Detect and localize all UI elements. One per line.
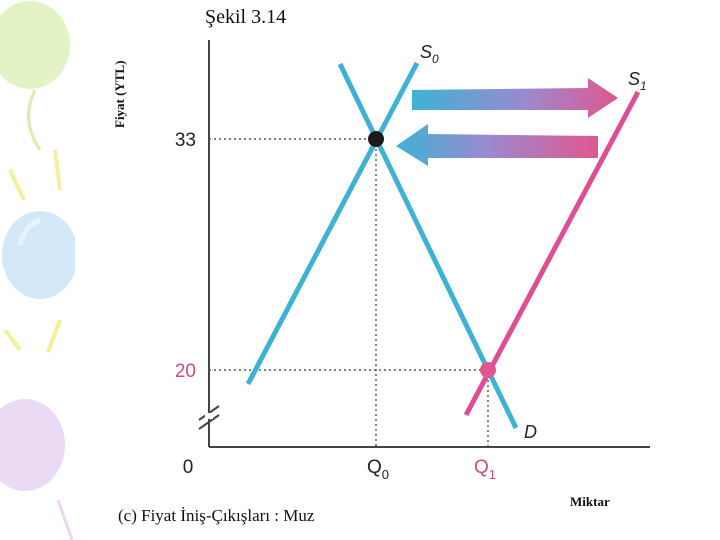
- curve-label-d: D: [524, 422, 537, 442]
- slide-panel: [75, 0, 720, 540]
- curves: [245, 61, 641, 430]
- x-tick-Q1: Q1: [474, 457, 496, 482]
- balloon-decoration: [0, 1, 75, 540]
- curve-label-s1: S1: [628, 69, 647, 93]
- axes: [198, 40, 650, 448]
- curve-s0: [245, 61, 420, 386]
- y-tick-20: 20: [175, 361, 196, 382]
- shift-arrow-left: [396, 124, 598, 166]
- x-tick-Q0: Q0: [367, 457, 389, 482]
- curve-label-s0: S0: [420, 42, 439, 66]
- equilibrium-point-20: [480, 362, 496, 378]
- shift-arrow-right: [412, 78, 618, 118]
- x-tick-labels: 0 Q0 Q1: [183, 457, 496, 482]
- y-axis-label: Fiyat (YTL): [112, 60, 127, 128]
- figure-title: Şekil 3.14: [205, 6, 287, 28]
- shift-arrows: [396, 78, 618, 166]
- curve-s1: [463, 90, 641, 417]
- x-axis-label: Miktar: [570, 494, 610, 509]
- guide-lines: [209, 138, 489, 447]
- equilibrium-points: [368, 131, 496, 378]
- figure-caption: (c) Fiyat İniş-Çıkışları : Muz: [118, 506, 315, 525]
- y-tick-labels: 33 20: [175, 130, 196, 382]
- curve-labels: S0 S1 D: [420, 42, 647, 442]
- y-tick-33: 33: [175, 130, 196, 151]
- axis-break-mark: [198, 405, 220, 430]
- x-tick-0: 0: [183, 457, 194, 478]
- equilibrium-point-33: [368, 131, 384, 147]
